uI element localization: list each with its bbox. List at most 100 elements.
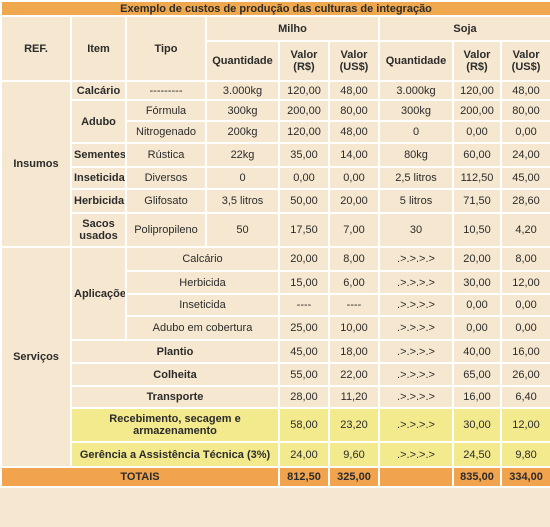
value-cell: 30,00 xyxy=(452,270,502,295)
value-cell: 45,00 xyxy=(499,166,550,190)
tipo-cell: Nitrogenado xyxy=(125,120,207,144)
tipo-cell: Herbicida xyxy=(125,270,280,295)
value-cell: 24,00 xyxy=(499,142,550,168)
column-header: Quantidade xyxy=(378,40,454,82)
value-cell: 120,00 xyxy=(452,80,502,101)
value-cell: 7,00 xyxy=(328,212,380,248)
value-cell: .>.>.>.> xyxy=(378,362,454,387)
value-cell: 24,00 xyxy=(278,441,330,468)
group-header: Milho xyxy=(205,15,380,42)
value-cell: 3,5 litros xyxy=(205,188,280,214)
value-cell: 300kg xyxy=(378,99,454,122)
ref-label: Serviços xyxy=(0,246,72,468)
value-cell: 58,00 xyxy=(278,407,330,443)
value-cell: 14,00 xyxy=(328,142,380,168)
value-cell: 80,00 xyxy=(328,99,380,122)
totals-label: TOTAIS xyxy=(0,466,280,488)
item-label: Gerência a Assistência Técnica (3%) xyxy=(70,441,280,468)
column-header: Item xyxy=(70,15,127,82)
table-row: Exemplo de custos de produção das cultur… xyxy=(0,0,550,17)
table-row: Herbicida Glifosato 3,5 litros 50,00 20,00 5 … xyxy=(1,188,550,214)
value-cell: 120,00 xyxy=(278,120,330,144)
column-header: Valor (US$) xyxy=(499,40,550,82)
value-cell: 55,00 xyxy=(278,362,330,387)
total-cell: 334,00 xyxy=(499,466,550,488)
value-cell: 28,00 xyxy=(278,385,330,409)
value-cell: 24,50 xyxy=(452,441,502,468)
value-cell: 9,80 xyxy=(499,441,550,468)
value-cell: 23,20 xyxy=(328,407,380,443)
value-cell: 0 xyxy=(378,120,454,144)
value-cell: 0 xyxy=(205,166,280,190)
value-cell: 18,00 xyxy=(328,339,380,364)
column-header: Valor (US$) xyxy=(328,40,380,82)
value-cell: 50 xyxy=(205,212,280,248)
item-label: Herbicida xyxy=(70,188,127,214)
table-row: Sacos usados Polipropileno 50 17,50 7,00 30 10… xyxy=(1,212,550,248)
group-header: Soja xyxy=(377,15,550,42)
column-header: REF. xyxy=(0,15,72,82)
ref-label: Insumos xyxy=(0,80,72,248)
table-row: TOTAIS 812,50 325,00 835,00 334,00 xyxy=(0,466,550,488)
value-cell: 45,00 xyxy=(278,339,330,364)
value-cell: 28,60 xyxy=(499,188,550,214)
value-cell: 48,00 xyxy=(328,80,380,101)
value-cell: 35,00 xyxy=(278,142,330,168)
value-cell: 200kg xyxy=(205,120,280,144)
value-cell: 6,40 xyxy=(499,385,550,409)
value-cell: 6,00 xyxy=(328,270,380,295)
table-row: Insumos Calcário --------- 3.000kg 120,00 48,… xyxy=(0,80,550,248)
column-header: Tipo xyxy=(125,15,207,82)
item-label: Transporte xyxy=(70,385,280,409)
tipo-cell: Glifosato xyxy=(125,188,207,214)
table-row: Sementes Rústica 22kg 35,00 14,00 80kg 60,00 24… xyxy=(1,142,550,168)
item-label: Inseticidas xyxy=(70,166,127,190)
value-cell: 20,00 xyxy=(328,188,380,214)
value-cell: 71,50 xyxy=(452,188,502,214)
value-cell: 30 xyxy=(378,212,454,248)
value-cell: 60,00 xyxy=(452,142,502,168)
value-cell: 4,20 xyxy=(499,212,550,248)
value-cell: .>.>.>.> xyxy=(378,315,454,341)
column-header: Quantidade xyxy=(205,40,280,82)
value-cell: 11,20 xyxy=(328,385,380,409)
value-cell: 0,00 xyxy=(499,293,550,317)
tipo-cell: Diversos xyxy=(125,166,207,190)
value-cell: 200,00 xyxy=(452,99,502,122)
value-cell: 17,50 xyxy=(278,212,330,248)
item-label: Calcário xyxy=(70,80,127,101)
column-header: Valor (R$) xyxy=(452,40,502,82)
table-row: REF. Item Tipo Milho Soja xyxy=(0,15,550,82)
item-label: Aplicações xyxy=(70,246,127,341)
total-cell: 325,00 xyxy=(328,466,380,488)
value-cell: 200,00 xyxy=(278,99,330,122)
empty-cell xyxy=(378,466,454,488)
value-cell: 112,50 xyxy=(452,166,502,190)
total-cell: 812,50 xyxy=(278,466,330,488)
value-cell: 80,00 xyxy=(499,99,550,122)
value-cell: 22kg xyxy=(205,142,280,168)
value-cell: 40,00 xyxy=(452,339,502,364)
value-cell: 0,00 xyxy=(452,315,502,341)
table-row: Herbicida 15,00 6,00 .>.>.>.> 30,00 12,00 xyxy=(1,270,550,295)
value-cell: 2,5 litros xyxy=(378,166,454,190)
column-header: Valor (R$) xyxy=(278,40,330,82)
table-row: Nitrogenado 200kg 120,00 48,00 0 0,00 0,00 xyxy=(1,120,550,144)
table-row: Colheita 55,00 22,00 .>.>.>.> 65,00 26,00 xyxy=(1,362,550,387)
value-cell: .>.>.>.> xyxy=(378,385,454,409)
value-cell: 300kg xyxy=(205,99,280,122)
table-row: Quantidade Valor (R$) Valor (US$) Quantidad… xyxy=(1,40,550,82)
value-cell: 0,00 xyxy=(499,120,550,144)
tipo-cell: Fórmula xyxy=(125,99,207,122)
table-row: ServiçosAplicaçõesCalcário20,008,00.>.>.… xyxy=(0,246,550,468)
value-cell: .>.>.>.> xyxy=(378,441,454,468)
tipo-cell: Calcário xyxy=(125,246,280,272)
value-cell: 3.000kg xyxy=(378,80,454,101)
value-cell: 0,00 xyxy=(452,293,502,317)
value-cell: .>.>.>.> xyxy=(378,339,454,364)
table-row: Adubo em cobertura 25,00 10,00 .>.>.>.> 0,00… xyxy=(1,315,550,341)
value-cell: 16,00 xyxy=(499,339,550,364)
item-label: Plantio xyxy=(70,339,280,364)
table-row: Inseticida ---- ---- .>.>.>.> 0,00 0,00 xyxy=(1,293,550,317)
value-cell: 22,00 xyxy=(328,362,380,387)
